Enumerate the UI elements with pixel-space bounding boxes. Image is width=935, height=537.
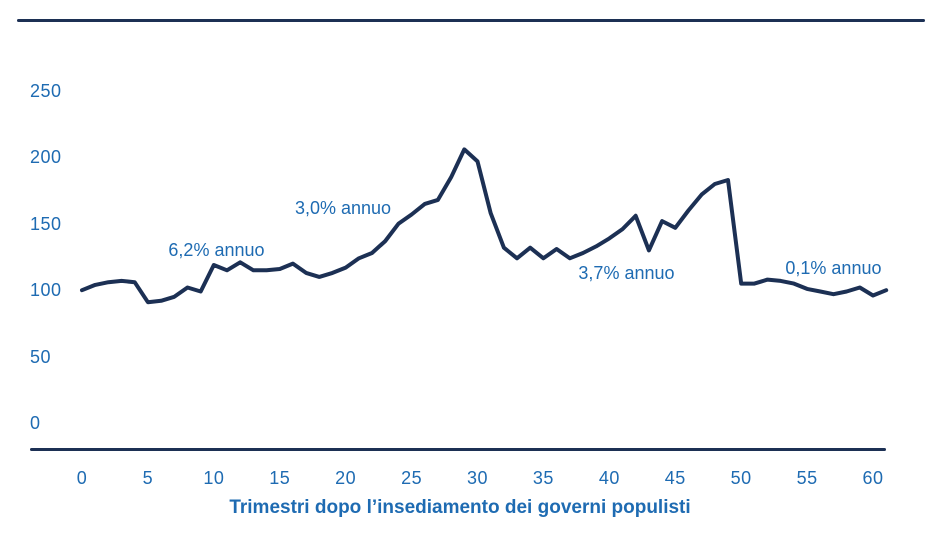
y-axis-tick-label: 200 bbox=[30, 147, 62, 168]
x-axis-tick-label: 20 bbox=[335, 468, 357, 488]
x-axis-line bbox=[30, 448, 886, 451]
x-axis-tick-label: 60 bbox=[862, 468, 884, 488]
data-series-line bbox=[80, 147, 889, 305]
growth-rate-annotation: 6,2% annuo bbox=[168, 240, 265, 261]
growth-rate-annotation: 3,7% annuo bbox=[578, 262, 675, 283]
x-axis-tick-label: 10 bbox=[203, 468, 225, 488]
x-axis-tick-label: 15 bbox=[269, 468, 291, 488]
x-axis-tick-label: 40 bbox=[598, 468, 620, 488]
y-axis-tick-label: 250 bbox=[30, 81, 62, 101]
y-axis-tick-label: 150 bbox=[30, 213, 62, 234]
growth-rate-annotation: 0,1% annuo bbox=[785, 257, 882, 278]
y-axis-tick-label: 100 bbox=[30, 280, 62, 301]
x-axis-tick-label: 25 bbox=[401, 468, 423, 488]
x-axis-tick-label: 35 bbox=[532, 468, 554, 488]
x-axis-tick-label: 50 bbox=[730, 468, 752, 488]
x-axis-tick-label: 45 bbox=[664, 468, 686, 488]
x-axis-tick-label: 0 bbox=[76, 468, 88, 488]
x-axis-title: Trimestri dopo l’insediamento dei govern… bbox=[229, 497, 691, 518]
top-border-rule bbox=[17, 19, 925, 22]
y-axis-tick-label: 0 bbox=[30, 413, 41, 433]
growth-rate-annotation: 3,0% annuo bbox=[294, 197, 392, 218]
y-axis-tick-label: 50 bbox=[30, 346, 52, 367]
x-axis-tick-label: 5 bbox=[142, 468, 154, 488]
x-axis-tick-label: 30 bbox=[466, 468, 489, 488]
x-axis-tick-label: 55 bbox=[796, 468, 818, 488]
